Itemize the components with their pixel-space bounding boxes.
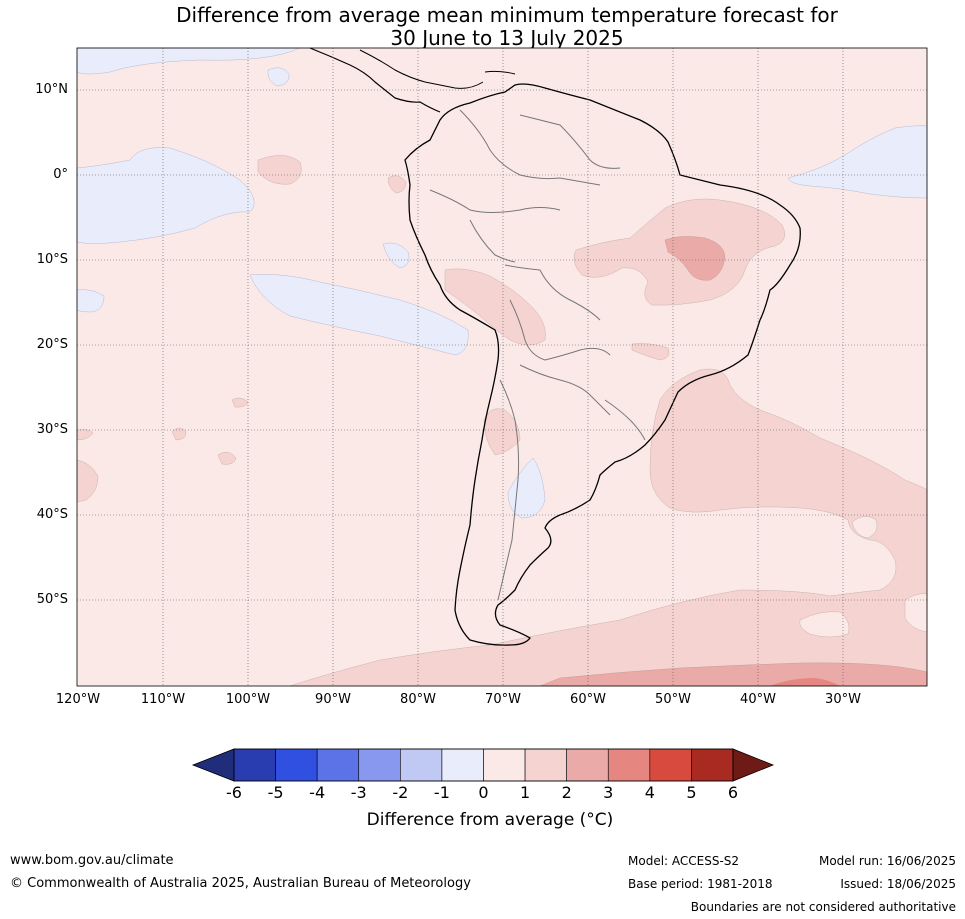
colorbar-cell: [441, 748, 484, 782]
lon-label-50w: 50°W: [655, 692, 691, 707]
title-line-1: Difference from average mean minimum tem…: [176, 3, 838, 27]
lon-label-110w: 110°W: [140, 692, 186, 707]
colorbar-cell: [400, 748, 443, 782]
footer-disclaimer: Boundaries are not considered authoritat…: [690, 900, 956, 914]
colorbar-tick-label: 6: [727, 783, 739, 802]
lat-label-10s: 10°S: [36, 252, 68, 267]
footer-copyright: © Commonwealth of Australia 2025, Austra…: [10, 876, 471, 891]
colorbar-cell: [607, 748, 651, 782]
colorbar-cells: [233, 748, 734, 782]
colorbar-cell: [524, 748, 567, 782]
colorbar-tick-label: 4: [644, 783, 655, 802]
lon-label-120w: 120°W: [55, 692, 101, 707]
footer-issued: Issued: 18/06/2025: [840, 877, 956, 891]
colorbar-tick-label: -6: [226, 783, 242, 802]
colorbar-extend-high: [732, 748, 775, 782]
map-background: [77, 48, 927, 686]
colorbar-frame: [233, 748, 734, 782]
colorbar-cell: [649, 748, 692, 782]
lon-label-90w: 90°W: [315, 692, 351, 707]
lat-label-10n: 10°N: [35, 82, 68, 97]
colorbar-tick-label: -1: [433, 783, 450, 802]
colorbar-cell: [691, 748, 734, 782]
colorbar-tick-label: -3: [350, 783, 367, 802]
lat-label-20s: 20°S: [36, 337, 68, 352]
footer-model-run: Model run: 16/06/2025: [818, 854, 956, 868]
colorbar-tick-label: 3: [603, 783, 614, 802]
cool-anomaly-regions: [76, 47, 928, 519]
colorbar-title: Difference from average (°C): [366, 810, 614, 830]
colorbar-tick-label: 1: [519, 783, 531, 802]
country-boundaries: [429, 109, 646, 601]
colorbar-cell: [316, 748, 360, 782]
hot-anomaly-region: [770, 678, 840, 686]
lat-label-50s: 50°S: [36, 592, 68, 607]
lat-label-0: 0°: [53, 167, 68, 182]
lon-label-30w: 30°W: [825, 692, 861, 707]
colorbar-cell: [483, 748, 526, 782]
colorbar-tick-label: -2: [392, 783, 409, 802]
map-frame: [76, 47, 928, 687]
colorbar-tick-label: -5: [267, 783, 284, 802]
central-america-coastline: [309, 47, 441, 113]
south-america-coastline: [404, 83, 801, 646]
colorbar-tick-label: -4: [309, 783, 326, 802]
neutral-islands: [799, 516, 928, 638]
footer-base-period: Base period: 1981-2018: [628, 877, 773, 891]
colorbar-cell: [566, 748, 609, 782]
lon-label-80w: 80°W: [400, 692, 436, 707]
lon-label-70w: 70°W: [485, 692, 521, 707]
map-title: Difference from average mean minimum tem…: [77, 4, 937, 50]
colorbar-tick-label: 5: [686, 783, 697, 802]
strong-warm-anomaly-regions: [539, 236, 928, 687]
lat-label-30s: 30°S: [36, 422, 68, 437]
lat-label-40s: 40°S: [36, 507, 68, 522]
lon-label-60w: 60°W: [570, 692, 606, 707]
lon-label-100w: 100°W: [225, 692, 271, 707]
warm-anomaly-regions: [76, 155, 928, 687]
graticule: [77, 48, 927, 686]
footer-model: Model: ACCESS-S2: [628, 854, 740, 868]
footer-url: www.bom.gov.au/climate: [10, 853, 174, 868]
colorbar-tick-label: 0: [478, 783, 489, 802]
colorbar-tick-label: 2: [561, 783, 572, 802]
colorbar-extend-low: [191, 748, 235, 782]
colorbar-cell: [233, 748, 276, 782]
colorbar-cell: [358, 748, 401, 782]
colorbar: [191, 748, 775, 782]
lon-label-40w: 40°W: [740, 692, 776, 707]
title-line-2: 30 June to 13 July 2025: [390, 26, 624, 50]
caribbean-coastline: [359, 49, 516, 89]
colorbar-cell: [275, 748, 318, 782]
